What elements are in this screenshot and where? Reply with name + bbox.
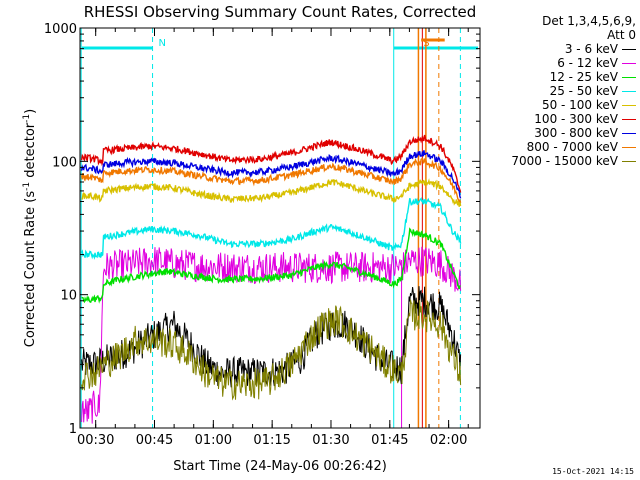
series-line-1: [81, 246, 462, 424]
legend-swatch-8: [622, 160, 636, 162]
footer-date: 15-Oct-2021 14:15: [552, 467, 634, 476]
legend-swatch-4: [622, 104, 636, 106]
legend-header-line-1: Det 1,3,4,5,6,9,: [542, 14, 636, 28]
series-line-7: [80, 157, 462, 203]
legend-entry-1: 6 - 12 keV: [480, 56, 636, 70]
legend-label-7: 800 - 7000 keV: [526, 140, 618, 154]
legend-entry-0: 3 - 6 keV: [480, 42, 636, 56]
y-axis: 1 10 100 1000: [44, 22, 480, 437]
legend-header-line-2: Att 0: [607, 28, 636, 42]
x-tick-label-1: 00:45: [136, 433, 173, 448]
legend-swatch-1: [622, 62, 636, 64]
legend-entry-2: 12 - 25 keV: [480, 70, 636, 84]
legend-swatch-6: [622, 132, 636, 134]
legend-label-4: 50 - 100 keV: [541, 98, 618, 112]
series-line-5: [80, 134, 462, 193]
y-axis-label: Corrected Count Rate (s-1 detector-1): [22, 109, 38, 347]
legend-entry-4: 50 - 100 keV: [480, 98, 636, 112]
legend-swatch-0: [622, 48, 636, 50]
legend-entry-8: 7000 - 15000 keV: [480, 154, 636, 168]
x-tick-label-6: 02:00: [430, 433, 467, 448]
x-axis-label: Start Time (24-May-06 00:26:42): [173, 459, 387, 474]
annotation-label-1: S: [423, 38, 429, 49]
x-tick-label-2: 01:00: [195, 433, 232, 448]
legend-label-1: 6 - 12 keV: [557, 56, 618, 70]
legend-label-0: 3 - 6 keV: [564, 42, 618, 56]
legend-swatch-2: [622, 76, 636, 78]
chart-title: RHESSI Observing Summary Count Rates, Co…: [84, 3, 477, 21]
x-tick-label-0: 00:30: [77, 433, 114, 448]
legend-entry-5: 100 - 300 keV: [480, 112, 636, 126]
legend-entry-3: 25 - 50 keV: [480, 84, 636, 98]
series-line-8: [81, 299, 462, 401]
legend-label-2: 12 - 25 keV: [549, 70, 618, 84]
legend-entry-6: 300 - 800 keV: [480, 126, 636, 140]
x-tick-label-5: 01:45: [371, 433, 408, 448]
y-tick-label-1: 10: [60, 289, 77, 304]
series-layer: [80, 134, 462, 424]
y-tick-label-0: 1: [69, 422, 77, 437]
legend-swatch-5: [622, 118, 636, 120]
legend-swatch-3: [622, 90, 636, 92]
y-tick-label-2: 100: [52, 155, 77, 170]
x-tick-label-4: 01:30: [312, 433, 349, 448]
legend-label-3: 25 - 50 keV: [549, 84, 618, 98]
legend-label-8: 7000 - 15000 keV: [511, 154, 618, 168]
legend-swatch-7: [622, 146, 636, 148]
legend: Det 1,3,4,5,6,9, Att 0 3 - 6 keV 6 - 12 k…: [480, 14, 636, 168]
series-line-6: [80, 150, 462, 199]
legend-label-5: 100 - 300 keV: [534, 112, 618, 126]
series-line-3: [80, 197, 462, 260]
x-axis: 00:30 00:45 01:00 01:15 01:30 01:45 02:00: [77, 28, 469, 448]
y-tick-label-3: 1000: [44, 22, 77, 37]
series-line-4: [81, 178, 462, 207]
x-tick-label-3: 01:15: [253, 433, 290, 448]
plot-frame: [79, 27, 481, 429]
series-line-2: [81, 227, 461, 304]
annotation-label-0: N: [159, 38, 166, 49]
legend-entry-7: 800 - 7000 keV: [480, 140, 636, 154]
legend-label-6: 300 - 800 keV: [534, 126, 618, 140]
